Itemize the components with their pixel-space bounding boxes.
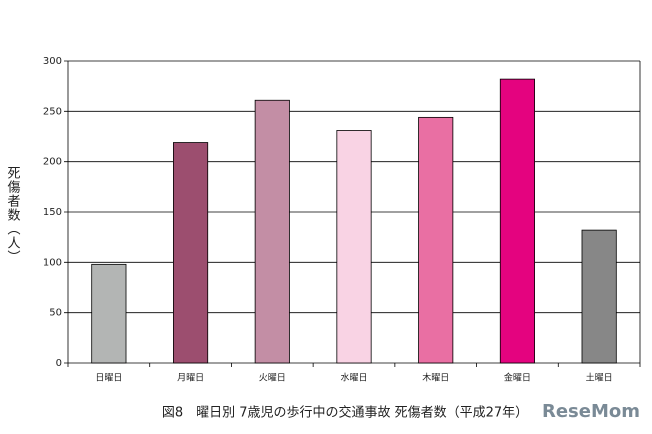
y-axis-label: 死傷者数（人） [5, 166, 21, 264]
y-tick-label: 200 [43, 157, 62, 168]
chart-title: 図8 曜日別 7歳児の歩行中の交通事故 死傷者数（平成27年） [162, 405, 528, 421]
watermark: ReseMom [542, 401, 640, 422]
bar [418, 116, 454, 364]
y-tick-label: 0 [56, 358, 62, 369]
bar [581, 229, 617, 364]
bar [499, 78, 535, 364]
y-tick-label: 250 [43, 106, 62, 117]
bar [336, 130, 372, 364]
y-tick-label: 100 [43, 257, 62, 268]
x-tick-label: 木曜日 [422, 372, 449, 384]
x-tick-label: 水曜日 [340, 372, 367, 384]
y-tick-label: 300 [43, 56, 62, 67]
x-tick-label: 日曜日 [95, 373, 122, 384]
x-tick-label: 火曜日 [259, 373, 286, 384]
y-tick-label: 50 [49, 308, 62, 319]
bar [254, 99, 290, 364]
bar [173, 142, 209, 364]
x-tick-label: 土曜日 [586, 372, 613, 384]
x-tick-label: 月曜日 [177, 373, 204, 384]
bar [91, 263, 127, 364]
x-tick-label: 金曜日 [504, 372, 531, 384]
y-tick-label: 150 [43, 207, 62, 218]
